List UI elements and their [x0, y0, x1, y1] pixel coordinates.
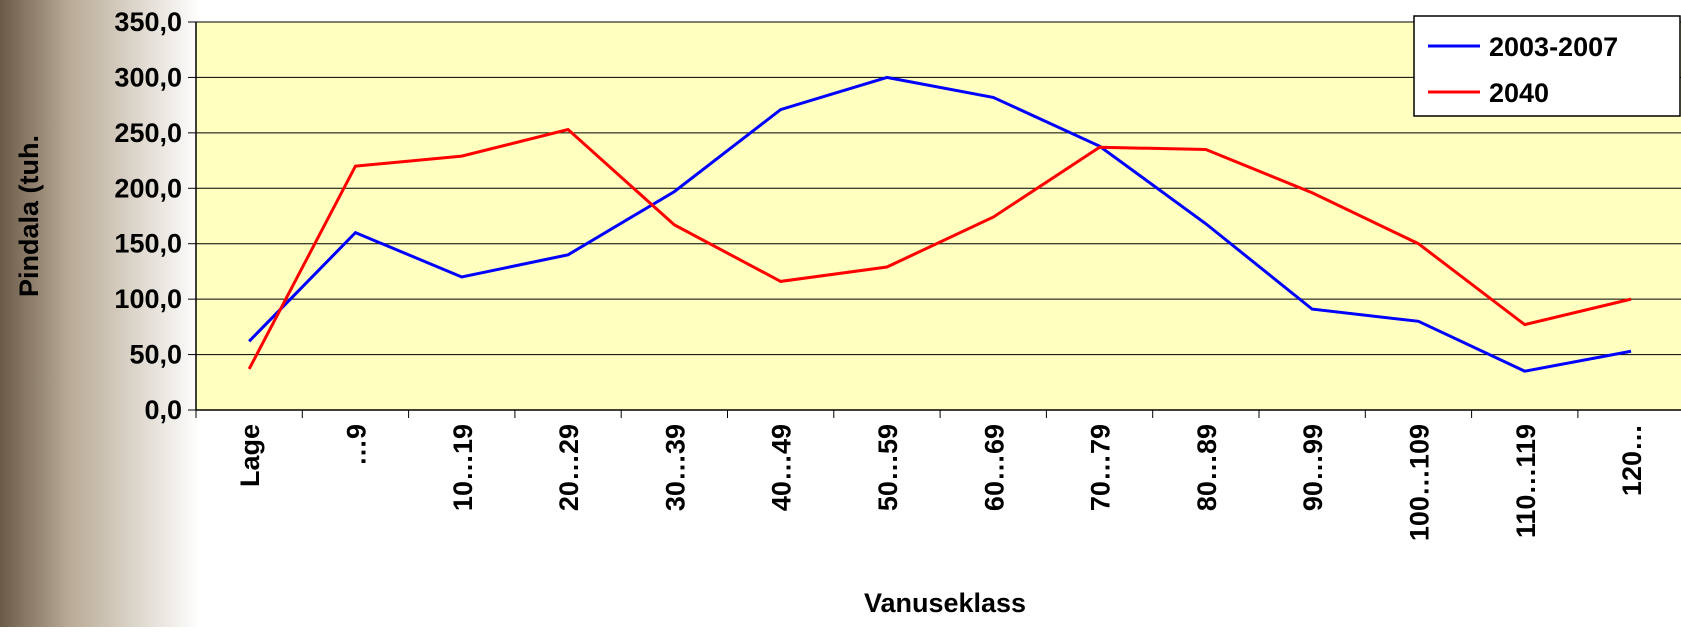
legend-label: 2003-2007 — [1489, 32, 1618, 62]
series-line — [247, 127, 1632, 370]
x-tick-label: …9 — [341, 424, 371, 466]
x-tick-label: 20…29 — [554, 424, 584, 511]
x-tick-label: 120… — [1617, 424, 1647, 496]
x-tick-label: 60…69 — [979, 424, 1009, 511]
y-axis-label: Pindala (tuh. — [14, 135, 44, 297]
y-tick-label: 0,0 — [144, 395, 182, 425]
x-tick-label: 40…49 — [767, 424, 797, 511]
x-tick-label: 70…79 — [1086, 424, 1116, 511]
x-tick-label: 110…119 — [1511, 424, 1541, 538]
x-axis-label: Vanuseklass — [864, 588, 1026, 618]
y-tick-label: 150,0 — [114, 229, 182, 259]
legend-box — [1413, 15, 1681, 117]
x-tick-label: 50…59 — [873, 424, 903, 511]
legend-label: 2040 — [1489, 78, 1549, 108]
y-tick-label: 100,0 — [114, 284, 182, 314]
x-tick-label: 30…39 — [660, 424, 690, 511]
x-tick-label: 80…89 — [1192, 424, 1222, 511]
y-tick-label: 50,0 — [129, 340, 182, 370]
y-tick-label: 250,0 — [114, 118, 182, 148]
x-tick-label: 90…99 — [1298, 424, 1328, 511]
y-tick-label: 300,0 — [114, 62, 182, 92]
y-tick-label: 200,0 — [114, 173, 182, 203]
x-tick-label: 10…19 — [448, 424, 478, 511]
x-tick-label: 100…109 — [1404, 424, 1434, 541]
background-image — [0, 0, 200, 627]
series-line — [248, 75, 1632, 373]
y-tick-label: 350,0 — [114, 7, 182, 37]
x-tick-label: Lage — [235, 424, 265, 487]
